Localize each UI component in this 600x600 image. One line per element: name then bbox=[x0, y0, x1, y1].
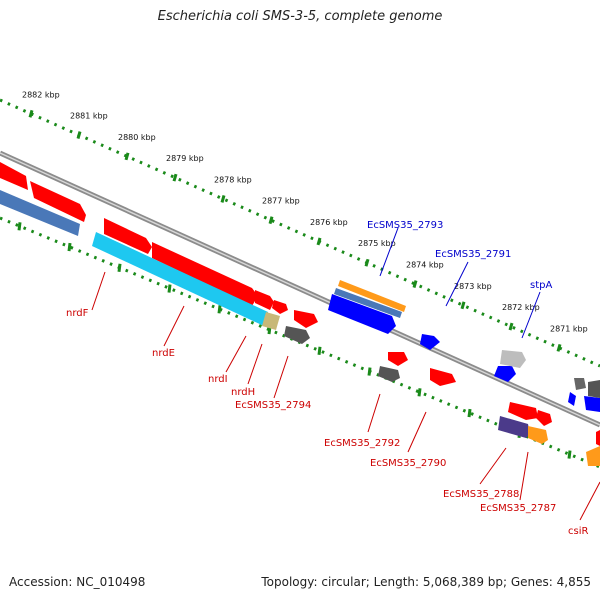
outer-tick bbox=[124, 152, 130, 161]
gene-arrow-3[interactable] bbox=[104, 218, 152, 254]
blue-feature-2793[interactable] bbox=[328, 294, 396, 334]
cds-features bbox=[0, 190, 600, 466]
gray-feature-3[interactable] bbox=[574, 378, 586, 390]
inner-tick bbox=[317, 346, 322, 355]
gene-small-red-2[interactable] bbox=[294, 310, 318, 328]
gene-arrow-2[interactable] bbox=[30, 181, 86, 222]
label-EcSMS35_2788[interactable]: EcSMS35_2788 bbox=[443, 489, 519, 500]
blue-feature-stpA[interactable] bbox=[494, 366, 516, 382]
kbp-label: 2882 kbp bbox=[22, 90, 60, 99]
inner-tick bbox=[167, 284, 172, 293]
label-csiR[interactable]: csiR bbox=[568, 526, 588, 537]
label-EcSMS35_2791[interactable]: EcSMS35_2791 bbox=[435, 249, 511, 260]
inner-tick bbox=[467, 408, 472, 418]
orange-feature-2787[interactable] bbox=[528, 426, 548, 444]
kbp-label: 2876 kbp bbox=[310, 218, 348, 227]
gene-nrdE-arrow[interactable] bbox=[152, 242, 258, 306]
inner-tick bbox=[217, 305, 222, 314]
gene-labels: nrdF nrdE nrdI nrdH EcSMS35_2794 EcSMS35… bbox=[66, 220, 588, 537]
label-nrdI[interactable]: nrdI bbox=[208, 374, 228, 385]
kbp-label: 2875 kbp bbox=[358, 239, 396, 248]
kbp-label: 2880 kbp bbox=[118, 133, 156, 142]
orange-feature-2793[interactable] bbox=[338, 280, 406, 312]
label-stpA[interactable]: stpA bbox=[530, 280, 552, 291]
label-connectors bbox=[91, 227, 600, 521]
label-EcSMS35_2792[interactable]: EcSMS35_2792 bbox=[324, 438, 400, 449]
kbp-label: 2877 kbp bbox=[262, 197, 300, 206]
blue-feature-4[interactable] bbox=[584, 396, 600, 412]
gene-small-red-7[interactable] bbox=[596, 430, 600, 446]
gene-small-red-5[interactable] bbox=[508, 402, 538, 420]
tan-feature-nrdI[interactable] bbox=[262, 312, 280, 330]
outer-tick bbox=[28, 109, 34, 118]
label-EcSMS35_2794[interactable]: EcSMS35_2794 bbox=[235, 400, 311, 411]
cds-cyan-nrdE[interactable] bbox=[92, 232, 268, 326]
genome-backbone-highlight bbox=[0, 152, 600, 426]
gray-feature-1[interactable] bbox=[284, 326, 310, 344]
outer-tick bbox=[460, 301, 466, 310]
kbp-label: 2873 kbp bbox=[454, 282, 492, 291]
outer-scale-ticks bbox=[28, 109, 562, 352]
inner-tick bbox=[367, 367, 372, 376]
label-EcSMS35_2790[interactable]: EcSMS35_2790 bbox=[370, 458, 446, 469]
accession-text: Accession: NC_010498 bbox=[9, 575, 146, 589]
kbp-label: 2871 kbp bbox=[550, 324, 588, 333]
inner-tick bbox=[17, 222, 22, 231]
outer-tick bbox=[556, 343, 562, 352]
outer-tick bbox=[172, 173, 178, 182]
gene-nrdH-arrow[interactable] bbox=[255, 290, 274, 310]
outer-tick bbox=[364, 258, 370, 267]
inner-tick bbox=[417, 388, 422, 397]
outer-tick bbox=[316, 237, 322, 246]
outer-tick bbox=[220, 195, 226, 203]
orange-feature-csiR[interactable] bbox=[586, 446, 600, 466]
label-nrdH[interactable]: nrdH bbox=[231, 387, 255, 398]
gene-small-red-4[interactable] bbox=[430, 368, 456, 386]
kbp-label: 2879 kbp bbox=[166, 154, 204, 163]
inner-tick bbox=[67, 242, 72, 252]
blue-feature-2[interactable] bbox=[420, 334, 440, 350]
label-nrdE[interactable]: nrdE bbox=[152, 348, 175, 359]
gene-small-red-3[interactable] bbox=[388, 352, 408, 366]
gray-feature-2[interactable] bbox=[378, 366, 400, 382]
blue-feature-3[interactable] bbox=[568, 392, 576, 406]
map-title: Escherichia coli SMS-3-5, complete genom… bbox=[157, 9, 443, 24]
gene-small-red-6[interactable] bbox=[536, 410, 552, 426]
outer-tick bbox=[76, 131, 82, 139]
inner-tick bbox=[117, 263, 122, 272]
label-EcSMS35_2787[interactable]: EcSMS35_2787 bbox=[480, 503, 556, 514]
kbp-label: 2874 kbp bbox=[406, 261, 444, 270]
gene-small-red-1[interactable] bbox=[272, 300, 288, 314]
inner-tick bbox=[567, 450, 572, 459]
inner-scale-ticks bbox=[17, 222, 572, 459]
kbp-label: 2872 kbp bbox=[502, 303, 540, 312]
outer-tick bbox=[412, 280, 418, 288]
kbp-label: 2878 kbp bbox=[214, 175, 252, 184]
purple-feature-2788[interactable] bbox=[498, 416, 530, 438]
steel-feature-left[interactable] bbox=[0, 190, 80, 236]
gray-feature-4[interactable] bbox=[588, 380, 600, 398]
forward-strand-genes bbox=[0, 162, 600, 446]
gene-nrdF-left-feature[interactable] bbox=[0, 162, 28, 190]
label-EcSMS35_2793[interactable]: EcSMS35_2793 bbox=[367, 220, 443, 231]
label-nrdF[interactable]: nrdF bbox=[66, 308, 89, 319]
outer-tick bbox=[508, 322, 514, 331]
genome-summary-text: Topology: circular; Length: 5,068,389 bp… bbox=[261, 575, 591, 589]
steel-feature-2793[interactable] bbox=[334, 288, 402, 318]
kbp-scale-labels: 2882 kbp 2881 kbp 2880 kbp 2879 kbp 2878 kbp… bbox=[22, 90, 588, 333]
outer-tick bbox=[268, 216, 274, 225]
gray-feature-stpA[interactable] bbox=[500, 350, 526, 368]
kbp-label: 2881 kbp bbox=[70, 112, 108, 121]
